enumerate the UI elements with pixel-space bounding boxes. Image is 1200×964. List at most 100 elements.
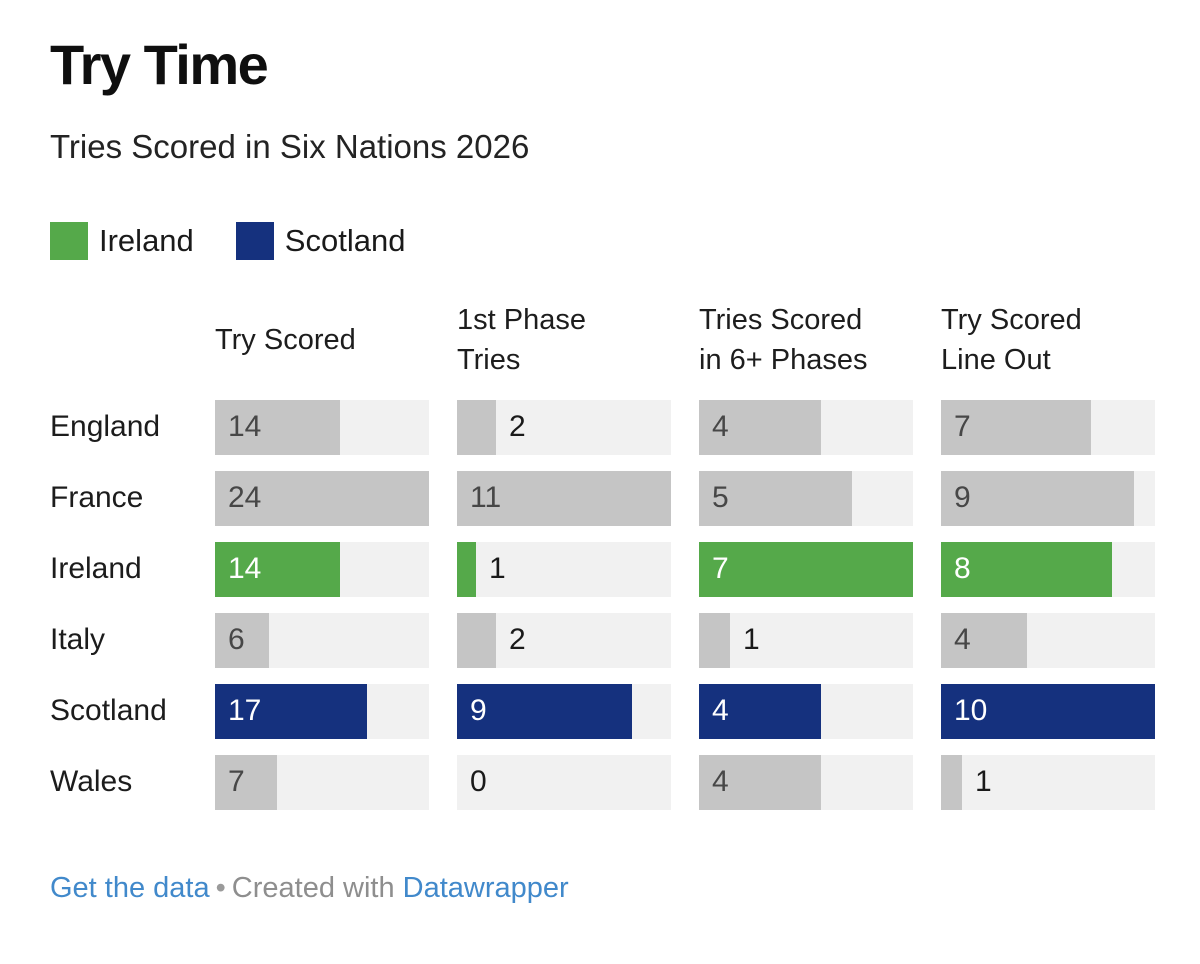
- table-body: England 14 2 4 7 France 24 11 5 9 Ireland 14 1 7 8 Ital…: [50, 399, 1155, 810]
- bar-fill: [457, 683, 633, 739]
- footer-created-with: Created with: [231, 871, 395, 904]
- bar-fill: [699, 683, 822, 739]
- bar-value-label: 7: [954, 410, 971, 444]
- bar-value-label: 1: [743, 623, 760, 657]
- bar-track: 17: [215, 683, 429, 739]
- legend-item-scotland: Scotland: [235, 221, 406, 260]
- bar-fill: [699, 399, 822, 455]
- bar-fill: [457, 399, 496, 455]
- bar-fill: [941, 683, 1155, 739]
- bar-value-label: 2: [509, 623, 526, 657]
- table-row-ireland: Ireland 14 1 7 8: [50, 541, 1155, 597]
- bar-track: 7: [215, 754, 429, 810]
- chart-subtitle: Tries Scored in Six Nations 2026: [50, 127, 530, 165]
- bar-value-label: 24: [228, 481, 262, 515]
- bar-value-label: 4: [712, 694, 729, 728]
- legend-swatch-ireland: [50, 221, 88, 260]
- legend-label: Scotland: [284, 222, 406, 258]
- footer: Get the data • Created with Datawrapper: [50, 872, 1155, 905]
- bar-fill: [699, 754, 822, 810]
- bar-track: 14: [215, 541, 429, 597]
- table-row-scotland: Scotland 17 9 4 10: [50, 683, 1155, 739]
- column-header-4: Try Scored Line Out: [941, 303, 1082, 376]
- bar-value-label: 7: [712, 552, 729, 586]
- row-label: Scotland: [50, 694, 167, 728]
- column-header-3: Tries Scored in 6+ Phases: [699, 303, 868, 376]
- bar-track: 4: [699, 399, 913, 455]
- legend-swatch-scotland: [235, 221, 274, 260]
- bar-track: 4: [941, 612, 1155, 668]
- table-row-italy: Italy 6 2 1 4: [50, 612, 1155, 668]
- bar-value-label: 17: [228, 694, 262, 728]
- bar-fill: [215, 470, 429, 526]
- row-label: Ireland: [50, 552, 142, 586]
- bar-fill: [215, 612, 269, 668]
- bar-fill: [215, 399, 340, 455]
- bar-value-label: 7: [228, 765, 245, 799]
- bar-value-label: 4: [712, 765, 729, 799]
- table-row-france: France 24 11 5 9: [50, 470, 1155, 526]
- bar-track: 7: [941, 399, 1155, 455]
- bar-value-label: 14: [228, 410, 262, 444]
- bar-value-label: 1: [489, 552, 506, 586]
- bar-value-label: 8: [954, 552, 971, 586]
- bar-fill: [941, 399, 1091, 455]
- bar-track: 4: [699, 754, 913, 810]
- datawrapper-link[interactable]: Datawrapper: [402, 871, 569, 904]
- bar-value-label: 4: [954, 623, 971, 657]
- bar-value-label: 1: [975, 765, 992, 799]
- bar-value-label: 9: [470, 694, 487, 728]
- bar-fill: [215, 754, 278, 810]
- legend: Ireland Scotland: [50, 221, 1155, 260]
- bar-track: 10: [941, 683, 1155, 739]
- bar-track: 7: [699, 541, 913, 597]
- bar-track: 1: [457, 541, 671, 597]
- bar-track: 24: [215, 470, 429, 526]
- row-label: France: [50, 481, 144, 515]
- bar-track: 2: [457, 399, 671, 455]
- bar-value-label: 11: [470, 481, 502, 515]
- bar-track: 0: [457, 754, 671, 810]
- table-row-wales: Wales 7 0 4 1: [50, 754, 1155, 810]
- bar-value-label: 2: [509, 410, 526, 444]
- get-the-data-link[interactable]: Get the data: [50, 871, 210, 904]
- bar-fill: [215, 683, 367, 739]
- column-header-2: 1st Phase Tries: [457, 303, 586, 376]
- bar-track: 1: [699, 612, 913, 668]
- bar-fill: [699, 612, 730, 668]
- bar-value-label: 9: [954, 481, 971, 515]
- bar-track: 8: [941, 541, 1155, 597]
- row-label: Italy: [50, 623, 106, 657]
- bar-fill: [699, 470, 852, 526]
- bar-value-label: 5: [712, 481, 729, 515]
- bar-track: 9: [457, 683, 671, 739]
- bar-track: 2: [457, 612, 671, 668]
- bar-value-label: 6: [228, 623, 245, 657]
- legend-label: Ireland: [99, 222, 194, 258]
- bar-fill: [457, 470, 671, 526]
- bar-fill: [215, 541, 340, 597]
- bar-value-label: 10: [954, 694, 988, 728]
- bar-value-label: 14: [228, 552, 262, 586]
- column-header-row: Try Scored 1st Phase Tries Tries Scored in…: [50, 294, 1155, 386]
- bar-fill: [457, 541, 477, 597]
- bar-fill: [457, 612, 496, 668]
- legend-item-ireland: Ireland: [50, 221, 194, 260]
- bar-track: 6: [215, 612, 429, 668]
- bar-fill: [941, 612, 1027, 668]
- table-row-england: England 14 2 4 7: [50, 399, 1155, 455]
- bar-fill: [941, 470, 1134, 526]
- bar-track: 1: [941, 754, 1155, 810]
- row-label: Wales: [50, 765, 133, 799]
- bar-track: 14: [215, 399, 429, 455]
- bar-fill: [941, 541, 1113, 597]
- bar-track: 5: [699, 470, 913, 526]
- chart-container: Try Time Tries Scored in Six Nations 202…: [50, 33, 1155, 905]
- bar-track: 4: [699, 683, 913, 739]
- footer-separator: •: [215, 871, 226, 904]
- bar-value-label: 4: [712, 410, 729, 444]
- bar-track: 9: [941, 470, 1155, 526]
- bar-track: 11: [457, 470, 671, 526]
- chart-title: Try Time: [50, 33, 269, 96]
- bar-table: Try Scored 1st Phase Tries Tries Scored in…: [50, 294, 1155, 810]
